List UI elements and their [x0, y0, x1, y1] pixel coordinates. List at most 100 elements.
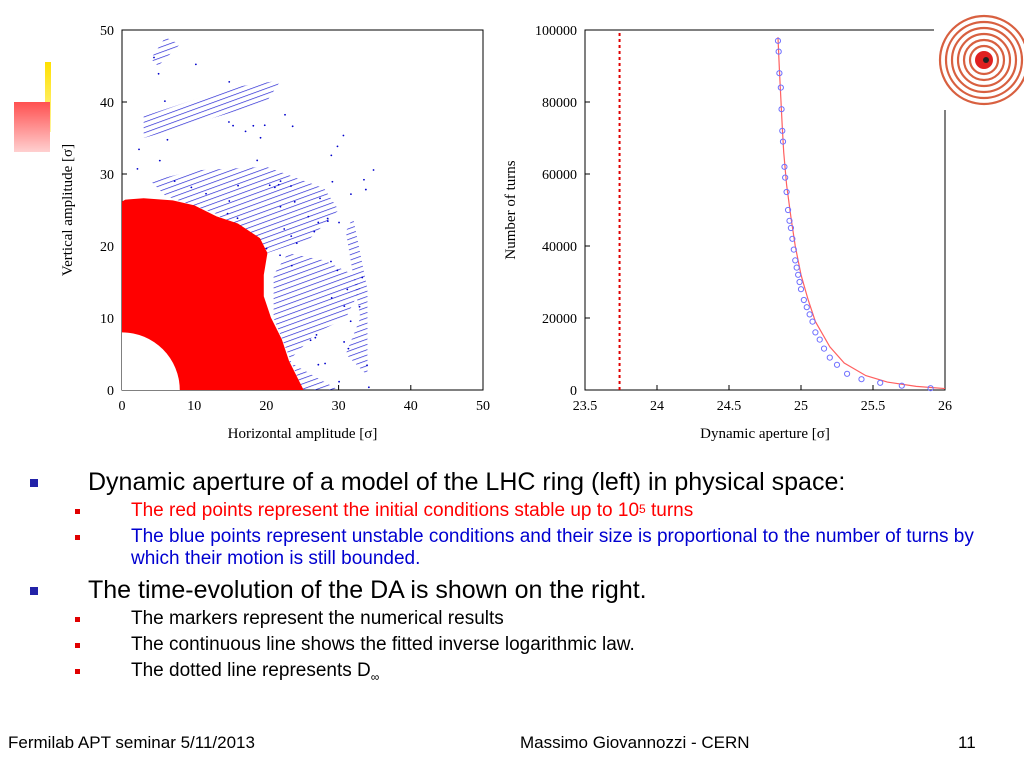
y-axis-label: Number of turns [503, 160, 519, 259]
x-tick-label: 10 [187, 399, 201, 414]
footer-left: Fermilab APT seminar 5/11/2013 [8, 733, 255, 752]
sub-bullet-item: The continuous line shows the fitted inv… [30, 634, 990, 656]
sub-bullet-marker [75, 617, 80, 622]
unstable-point [236, 217, 239, 220]
unstable-point [343, 341, 346, 343]
unstable-point [265, 247, 268, 250]
unstable-point [324, 362, 326, 365]
unstable-point [338, 380, 340, 383]
x-tick-label: 23.5 [573, 399, 598, 414]
unstable-point [309, 339, 312, 342]
x-tick-label: 40 [404, 399, 418, 414]
unstable-point [279, 180, 282, 183]
unstable-point [228, 81, 231, 83]
numerical-result-marker [778, 106, 785, 113]
numerical-result-marker [858, 376, 865, 383]
sub-bullet-text: The markers represent the numerical resu… [131, 608, 504, 629]
x-axis-label: Horizontal amplitude [σ] [228, 426, 378, 442]
unstable-point [330, 260, 332, 263]
numerical-result-marker [790, 246, 797, 253]
bullet-item: Dynamic aperture of a model of the LHC r… [30, 466, 990, 498]
unstable-point [283, 228, 286, 230]
numerical-result-marker [809, 318, 816, 325]
unstable-point [350, 193, 352, 196]
numerical-result-marker [782, 174, 789, 181]
unstable-point [173, 180, 176, 183]
unstable-point [349, 320, 352, 323]
unstable-point [372, 169, 375, 171]
fit-line [777, 37, 946, 390]
x-tick-label: 50 [476, 399, 490, 414]
numerical-result-marker [898, 382, 905, 389]
numerical-result-marker [927, 385, 934, 392]
unstable-point [307, 215, 310, 218]
unstable-point [277, 183, 280, 186]
unstable-point [326, 220, 329, 223]
sub-bullet-item: The red points represent the initial con… [30, 500, 990, 522]
x-tick-label: 24 [650, 399, 664, 414]
bullet-item: The time-evolution of the DA is shown on… [30, 574, 990, 606]
unstable-point [273, 186, 276, 189]
unstable-point [363, 178, 365, 181]
y-tick-label: 100000 [535, 24, 577, 39]
numerical-result-marker [795, 271, 802, 278]
numerical-result-marker [826, 354, 833, 361]
numerical-result-marker [812, 329, 819, 336]
unstable-point [358, 305, 361, 308]
y-tick-label: 20000 [542, 312, 577, 327]
sub-bullet-text: The dotted line represents D [131, 660, 371, 681]
numerical-result-marker [784, 206, 792, 214]
unstable-point [228, 200, 231, 202]
yellow-accent-bar [45, 62, 51, 132]
unstable-point [237, 184, 239, 187]
unstable-point [319, 197, 321, 200]
numerical-result-marker [789, 235, 796, 242]
unstable-point [364, 188, 367, 191]
sub-bullet-marker [75, 669, 80, 674]
y-tick-label: 80000 [542, 96, 577, 111]
numerical-result-marker [806, 311, 813, 318]
unstable-point [290, 264, 293, 267]
unstable-point [256, 159, 259, 162]
unstable-point [315, 334, 318, 336]
unstable-point [336, 269, 339, 272]
unstable-point [313, 230, 316, 233]
numerical-result-marker [792, 257, 799, 264]
sub-bullet-text: The continuous line shows the fitted inv… [131, 634, 635, 655]
numerical-result-marker [787, 224, 795, 232]
unstable-point [314, 336, 317, 339]
stable-region-hole [122, 332, 180, 390]
y-tick-label: 50 [100, 24, 114, 39]
x-tick-label: 20 [259, 399, 273, 414]
superscript: 5 [639, 502, 646, 516]
unstable-point [166, 138, 169, 141]
numerical-result-marker [783, 188, 790, 196]
unstable-point [317, 221, 320, 224]
unstable-point [291, 125, 294, 128]
x-tick-label: 24.5 [717, 399, 742, 414]
plot-area [122, 37, 375, 390]
unstable-point [194, 63, 197, 66]
numerical-result-marker [779, 138, 787, 145]
unstable-point [347, 347, 350, 350]
sub-bullet-item: The blue points represent unstable condi… [30, 526, 990, 570]
plot-frame [584, 29, 946, 391]
unstable-point [232, 124, 234, 127]
unstable-point [205, 192, 207, 195]
unstable-point [279, 254, 281, 257]
unstable-point [293, 200, 296, 203]
unstable-region [150, 166, 339, 254]
unstable-region [345, 217, 368, 376]
unstable-point [317, 363, 320, 366]
unstable-point [338, 221, 340, 224]
unstable-point [158, 159, 161, 162]
x-tick-label: 25 [794, 399, 808, 414]
unstable-point [342, 134, 345, 137]
numerical-result-marker [774, 37, 782, 44]
unstable-point [295, 242, 298, 245]
numerical-result-marker [820, 345, 828, 352]
unstable-point [361, 276, 364, 279]
unstable-point [228, 121, 230, 123]
numerical-result-marker [793, 264, 800, 271]
unstable-point [279, 205, 282, 208]
